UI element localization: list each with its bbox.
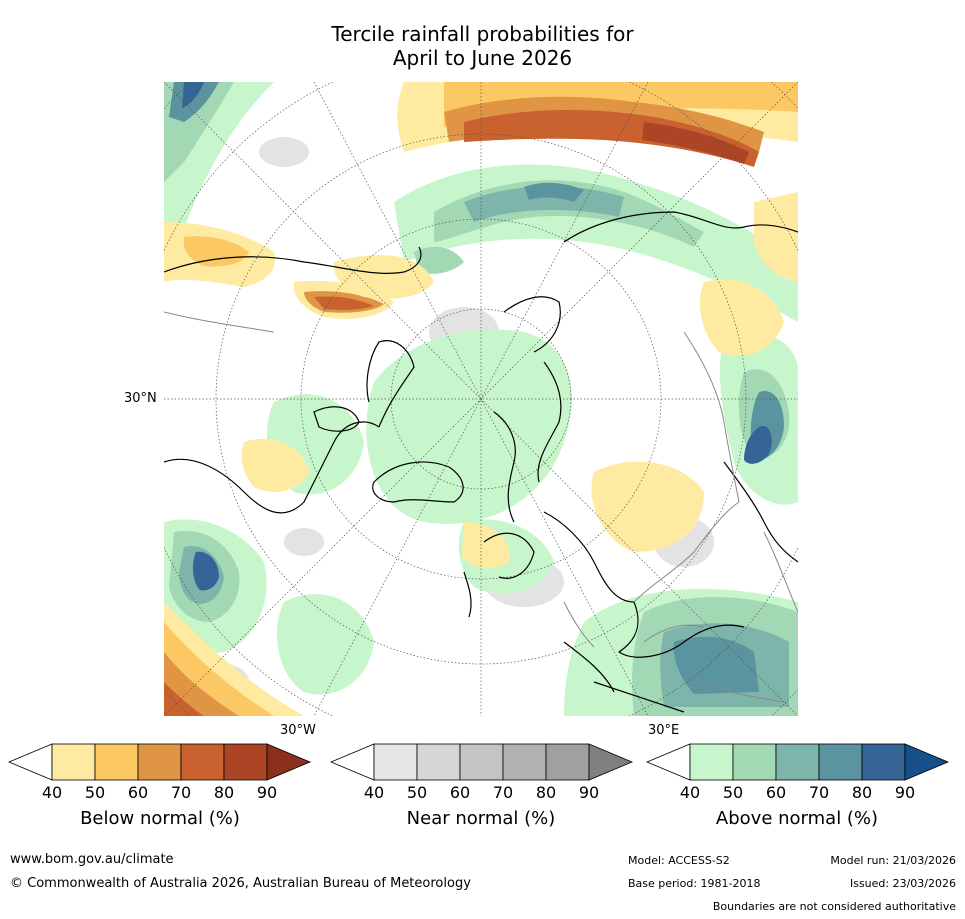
colorbar-title-near: Near normal (%) (406, 808, 556, 829)
colorbar-below-normal (7, 743, 312, 781)
colorbar-above-segment (732, 743, 777, 781)
colorbar-below-tick-label: 70 (170, 783, 192, 802)
map-svg (164, 82, 798, 716)
colorbar-near-normal (329, 743, 634, 781)
colorbar-above-segment (775, 743, 820, 781)
country-borders (164, 311, 798, 703)
colorbar-title-below: Below normal (%) (80, 808, 240, 829)
colorbar-near-tick-label: 40 (363, 783, 385, 802)
below-normal-regions (164, 82, 798, 716)
colorbar-above-tick-label: 70 (808, 783, 830, 802)
colorbar-below-segment (223, 743, 268, 781)
colorbar-below-tick-label: 50 (84, 783, 106, 802)
colorbar-below-tick-label: 40 (41, 783, 63, 802)
colorbar-below-segment (51, 743, 96, 781)
colorbar-below-segment (180, 743, 225, 781)
colorbar-above-max-extension (904, 743, 950, 781)
coastlines (164, 211, 798, 713)
colorbar-above-tick-label: 80 (851, 783, 873, 802)
colorbar-below-tick-label: 90 (256, 783, 278, 802)
above-normal-regions (164, 82, 798, 716)
colorbar-above-segment (818, 743, 863, 781)
colorbar-below-segment (94, 743, 139, 781)
colorbar-below-segment (137, 743, 182, 781)
colorbar-above-tick-label: 60 (765, 783, 787, 802)
colorbar-above-tick-label: 90 (894, 783, 916, 802)
colorbar-near-tick-label: 80 (535, 783, 557, 802)
colorbar-near-min-extension (329, 743, 375, 781)
website-link[interactable]: www.bom.gov.au/climate (10, 852, 174, 867)
copyright-text: © Commonwealth of Australia 2026, Austra… (10, 876, 471, 891)
colorbar-near-segment (459, 743, 504, 781)
colorbar-near-segment (545, 743, 590, 781)
colorbar-near-tick-label: 50 (406, 783, 428, 802)
colorbar-above-tick-label: 40 (679, 783, 701, 802)
colorbar-above-segment (689, 743, 734, 781)
lon-label-30e: 30°E (648, 723, 680, 738)
colorbar-near-segment (416, 743, 461, 781)
colorbar-below-tick-label: 80 (213, 783, 235, 802)
colorbar-near-tick-label: 60 (449, 783, 471, 802)
colorbar-above-normal (645, 743, 950, 781)
colorbar-near-segment (373, 743, 418, 781)
title-line-1: Tercile rainfall probabilities for (331, 22, 634, 46)
chart-title: Tercile rainfall probabilities for April… (0, 22, 965, 70)
boundaries-disclaimer: Boundaries are not considered authoritat… (712, 900, 956, 913)
colorbar-below-tick-label: 60 (127, 783, 149, 802)
colorbar-near-tick-label: 90 (578, 783, 600, 802)
lon-label-30w: 30°W (280, 723, 316, 738)
colorbar-above-min-extension (645, 743, 691, 781)
model-run-date: Model run: 21/03/2026 (830, 854, 956, 867)
base-period: Base period: 1981-2018 (628, 877, 761, 890)
colorbar-above-segment (861, 743, 906, 781)
colorbar-above-tick-label: 50 (722, 783, 744, 802)
colorbar-near-tick-label: 70 (492, 783, 514, 802)
colorbar-near-segment (502, 743, 547, 781)
issued-date: Issued: 23/03/2026 (849, 877, 956, 890)
colorbar-below-min-extension (7, 743, 53, 781)
title-line-2: April to June 2026 (392, 46, 573, 70)
colorbar-near-max-extension (588, 743, 634, 781)
graticule (164, 82, 798, 716)
model-name: Model: ACCESS-S2 (628, 854, 730, 867)
probability-map (164, 82, 798, 716)
colorbar-title-above: Above normal (%) (715, 808, 879, 829)
colorbar-below-max-extension (266, 743, 312, 781)
lat-label-30n: 30°N (124, 391, 157, 406)
